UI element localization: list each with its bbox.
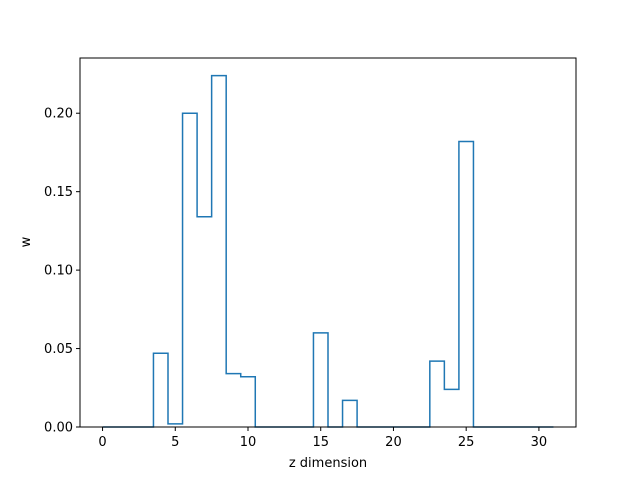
y-tick-label: 0.20 — [44, 107, 73, 122]
y-axis-label: w — [19, 236, 34, 247]
x-tick-label: 25 — [458, 435, 475, 450]
series-layer — [102, 74, 554, 428]
x-axis-label: z dimension — [289, 456, 367, 471]
y-tick-label: 0.15 — [44, 185, 73, 200]
plot-frame — [79, 57, 577, 428]
x-tick-label: 10 — [240, 435, 257, 450]
y-tick-label: 0.10 — [44, 264, 73, 279]
y-tick-label: 0.00 — [44, 421, 73, 436]
y-tick-label: 0.05 — [44, 342, 73, 357]
x-tick-label: 20 — [385, 435, 402, 450]
x-tick-label: 0 — [98, 435, 106, 450]
x-axis: 0 5 10 15 20 25 30 — [98, 427, 547, 450]
x-tick-label: 15 — [312, 435, 329, 450]
series-line — [102, 74, 554, 428]
y-axis: 0.00 0.05 0.10 0.15 0.20 — [44, 107, 80, 436]
x-tick-label: 30 — [531, 435, 548, 450]
x-tick-label: 5 — [171, 435, 179, 450]
